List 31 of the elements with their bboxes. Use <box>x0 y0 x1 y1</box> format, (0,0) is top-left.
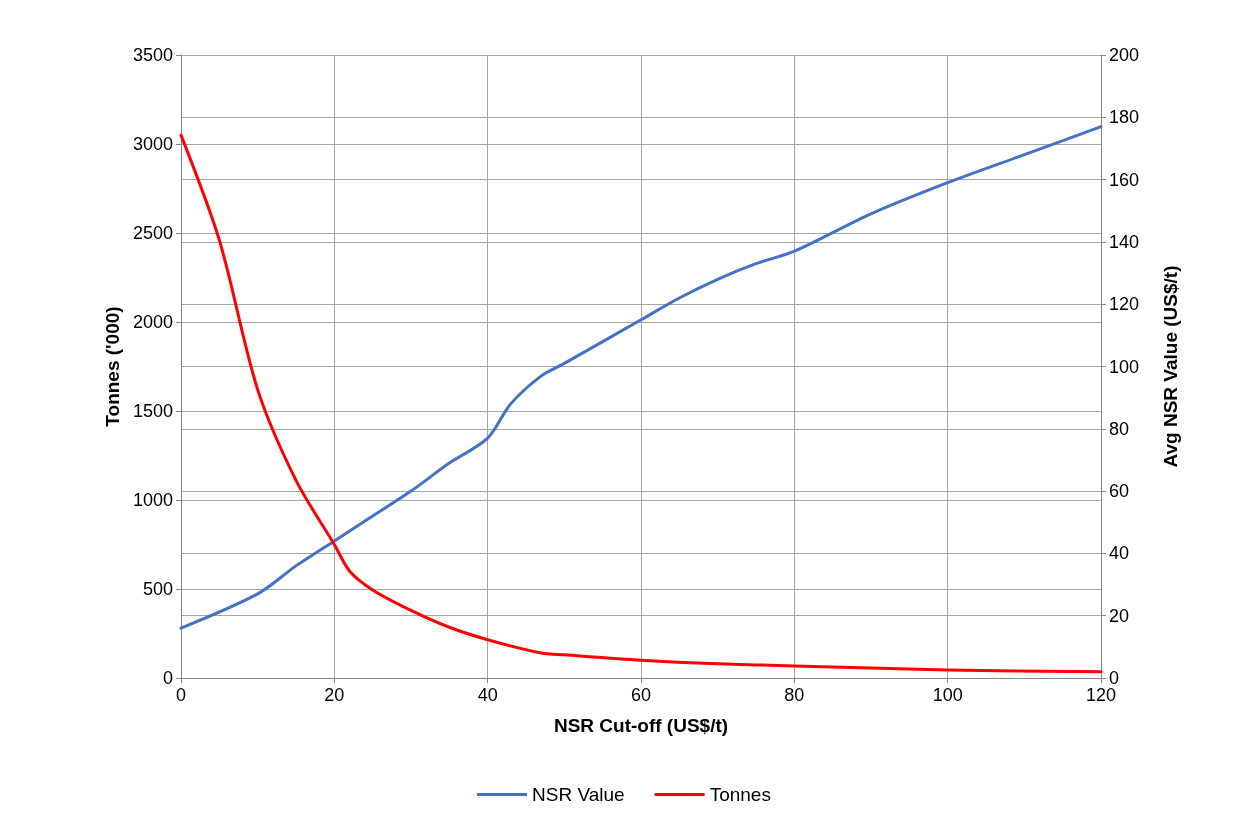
y-tick-label: 1500 <box>132 401 173 421</box>
y2-axis-title: Avg NSR Value (US$/t) <box>1160 265 1181 468</box>
y2-tick-label: 0 <box>1109 668 1120 688</box>
x-tick-label: 80 <box>784 685 805 705</box>
y2-tick-label: 200 <box>1109 45 1140 65</box>
legend-label: Tonnes <box>709 784 771 805</box>
y2-tick-label: 120 <box>1109 294 1140 315</box>
y2-tick-label: 180 <box>1109 107 1140 128</box>
y-tick-label: 2000 <box>132 312 173 332</box>
y2-tick-label: 40 <box>1109 543 1130 564</box>
legend-label: NSR Value <box>532 784 625 805</box>
y2-tick-label: 60 <box>1109 481 1130 502</box>
x-tick-label: 60 <box>630 685 652 705</box>
y2-tick-label: 100 <box>1109 356 1140 377</box>
y-tick-label: 3000 <box>132 134 173 154</box>
x-tick-label: 40 <box>477 685 498 705</box>
y-tick-label: 2500 <box>132 223 173 243</box>
y-tick-label: 500 <box>142 579 173 599</box>
y2-tick-label: 140 <box>1109 231 1140 252</box>
x-tick-label: 100 <box>932 685 963 705</box>
x-tick-label: 120 <box>1085 685 1117 705</box>
y2-tick-label: 20 <box>1109 605 1130 626</box>
x-axis-title: NSR Cut-off (US$/t) <box>553 715 729 736</box>
x-tick-label: 20 <box>324 685 345 705</box>
y-tick-label: 0 <box>162 668 173 688</box>
y2-tick-label: 160 <box>1109 169 1140 190</box>
y2-tick-label: 80 <box>1109 418 1130 439</box>
y-axis-title: Tonnes ('000) <box>102 306 124 427</box>
y-tick-label: 3500 <box>132 45 173 65</box>
x-tick-label: 0 <box>175 685 187 705</box>
y-tick-label: 1000 <box>132 490 173 510</box>
